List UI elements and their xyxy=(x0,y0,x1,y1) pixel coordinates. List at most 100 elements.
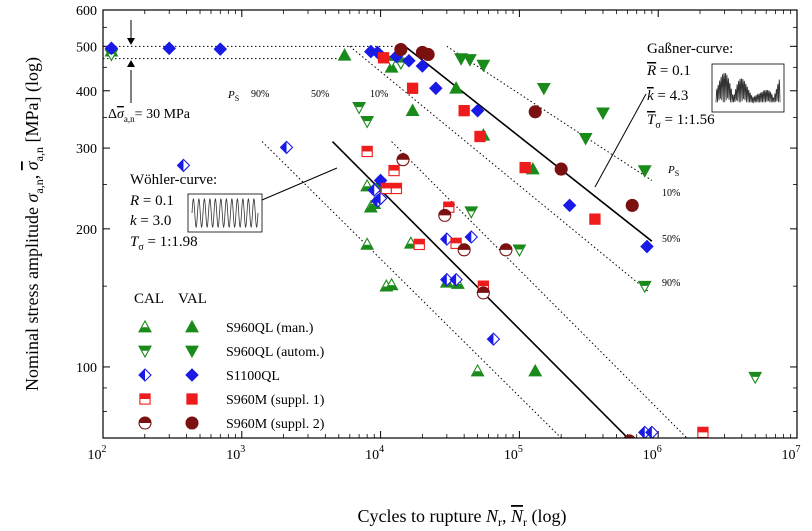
legend: CAL VAL S960QL (man.) S960QL (autom.) S110… xyxy=(134,291,325,432)
point-cal-s960m-suppl-1 xyxy=(697,426,709,438)
point-cal-s1100ql xyxy=(486,332,501,346)
legend-marker-cal-s1100ql xyxy=(138,368,152,382)
pct10-right: 10% xyxy=(662,188,680,199)
point-cal-s960ql-autom xyxy=(512,244,527,257)
gassner-signal-icon xyxy=(715,72,781,104)
delta-annotation: Δσa,n= 30 MPa xyxy=(108,20,191,124)
legend-marker-cal-s960m-suppl-1 xyxy=(139,393,151,405)
point-cal-s960m-suppl-2 xyxy=(623,434,636,438)
y-tick-label: 400 xyxy=(76,85,97,100)
curve-gassner-10 xyxy=(446,45,653,181)
legend-label: S960M (suppl. 1) xyxy=(226,393,325,408)
point-cal-s1100ql xyxy=(176,158,191,173)
point-val-s960ql-autom xyxy=(578,133,593,146)
point-cal-s960ql-autom xyxy=(464,206,479,219)
y-tick-label: 300 xyxy=(76,142,97,157)
x-tick-label: 104 xyxy=(365,444,384,463)
svg-text:Tσ = 1:1.56: Tσ = 1:1.56 xyxy=(647,112,715,131)
point-val-s960m-suppl-1 xyxy=(406,82,419,94)
point-val-s960ql-man xyxy=(337,48,352,61)
svg-text:R = 0.1: R = 0.1 xyxy=(129,193,174,209)
x-axis-label: Cycles to rupture Nr, Nr (log) xyxy=(357,506,566,529)
legend-marker-val-s960ql-autom xyxy=(185,345,199,359)
legend-header-cal: CAL xyxy=(134,291,164,307)
y-tick-label: 200 xyxy=(76,223,97,238)
point-cal-s960ql-autom xyxy=(352,102,367,115)
plot-frame xyxy=(102,9,798,439)
point-val-s1100ql xyxy=(213,42,228,56)
point-cal-s960m-suppl-1 xyxy=(390,182,403,195)
point-val-s960ql-man xyxy=(405,103,420,117)
y-tick-label: 600 xyxy=(76,4,97,19)
point-cal-s960m-suppl-2 xyxy=(476,286,490,300)
point-val-s960m-suppl-2 xyxy=(554,162,568,176)
point-cal-s960m-suppl-2 xyxy=(438,208,452,222)
curve-woehler-90 xyxy=(261,141,562,438)
point-cal-s1100ql xyxy=(464,230,479,244)
point-val-s960ql-autom xyxy=(454,53,469,66)
pct50-right: 50% xyxy=(662,234,680,245)
point-val-s1100ql xyxy=(402,54,416,68)
point-cal-s1100ql xyxy=(367,183,382,197)
curve-woehler-10 xyxy=(391,141,688,438)
gassner-annotation: Gaßner-curve: R = 0.1 k = 4.3 Tσ = 1:1.5… xyxy=(594,41,785,188)
point-val-s960ql-man xyxy=(449,81,464,94)
point-cal-s960m-suppl-1 xyxy=(450,237,462,249)
point-val-s1100ql xyxy=(562,198,577,213)
legend-marker-cal-s960ql-man xyxy=(138,319,152,333)
svg-text:Gaßner-curve:: Gaßner-curve: xyxy=(647,41,733,57)
data-points xyxy=(104,41,763,438)
point-val-s960m-suppl-2 xyxy=(394,42,408,57)
legend-marker-val-s960ql-man xyxy=(185,319,199,333)
point-val-s960ql-autom xyxy=(476,59,491,73)
point-val-s960ql-autom xyxy=(596,107,610,121)
point-cal-s1100ql xyxy=(645,425,659,438)
point-cal-s960ql-man xyxy=(470,363,485,377)
point-val-s960m-suppl-1 xyxy=(377,52,390,64)
point-cal-s960m-suppl-1 xyxy=(413,238,425,251)
legend-label: S960QL (autom.) xyxy=(226,345,325,360)
pct50-left: 50% xyxy=(311,89,329,100)
legend-label: S960M (suppl. 2) xyxy=(226,417,325,432)
gassner-signal-box xyxy=(711,63,785,113)
point-val-s960m-suppl-1 xyxy=(589,213,601,225)
woehler-annotation: Wöhler-curve: R = 0.1 k = 3.0 Tσ = 1:1.9… xyxy=(129,167,338,253)
x-tick-label: 107 xyxy=(782,444,801,463)
curve-woehler-50 xyxy=(331,140,629,438)
legend-marker-cal-s960ql-autom xyxy=(138,345,152,359)
legend-marker-val-s960m-suppl-2 xyxy=(185,416,199,430)
legend-marker-cal-s960m-suppl-2 xyxy=(138,416,152,430)
svg-text:k = 3.0: k = 3.0 xyxy=(130,213,171,229)
pct90-right: 90% xyxy=(662,278,680,289)
point-cal-s960m-suppl-2 xyxy=(457,243,471,257)
point-val-s960m-suppl-1 xyxy=(458,105,470,117)
x-tick-label: 103 xyxy=(226,444,245,463)
svg-text:Wöhler-curve:: Wöhler-curve: xyxy=(130,172,217,188)
point-cal-s960m-suppl-1 xyxy=(361,145,373,158)
curve-gassner-90 xyxy=(349,45,649,292)
point-val-s1100ql xyxy=(162,41,177,56)
point-cal-s960ql-autom xyxy=(637,280,652,294)
svg-text:Tσ = 1:1.98: Tσ = 1:1.98 xyxy=(130,234,198,253)
point-cal-s960m-suppl-2 xyxy=(499,243,513,257)
point-val-s960m-suppl-1 xyxy=(519,161,531,174)
point-cal-s960m-suppl-1 xyxy=(380,182,392,195)
point-val-s1100ql xyxy=(640,239,654,254)
point-cal-s1100ql xyxy=(449,272,463,287)
point-cal-s960ql-man xyxy=(384,277,399,291)
svg-text:Δσa,n= 30 MPa: Δσa,n= 30 MPa xyxy=(108,107,191,124)
point-val-s960m-suppl-1 xyxy=(474,130,486,143)
curve-gassner-50 xyxy=(404,45,653,242)
point-val-s960ql-autom xyxy=(536,82,551,96)
ps-right-label: PS xyxy=(667,164,679,178)
point-val-s1100ql xyxy=(415,59,430,73)
point-cal-s960ql-autom xyxy=(748,371,763,385)
point-cal-s960m-suppl-1 xyxy=(388,164,400,177)
point-val-s960m-suppl-2 xyxy=(528,105,542,119)
y-tick-label: 100 xyxy=(76,361,97,376)
point-val-s960ql-man xyxy=(528,363,543,377)
point-val-s1100ql xyxy=(429,81,443,96)
point-cal-s960ql-autom xyxy=(360,116,375,129)
point-val-s1100ql xyxy=(104,41,119,56)
